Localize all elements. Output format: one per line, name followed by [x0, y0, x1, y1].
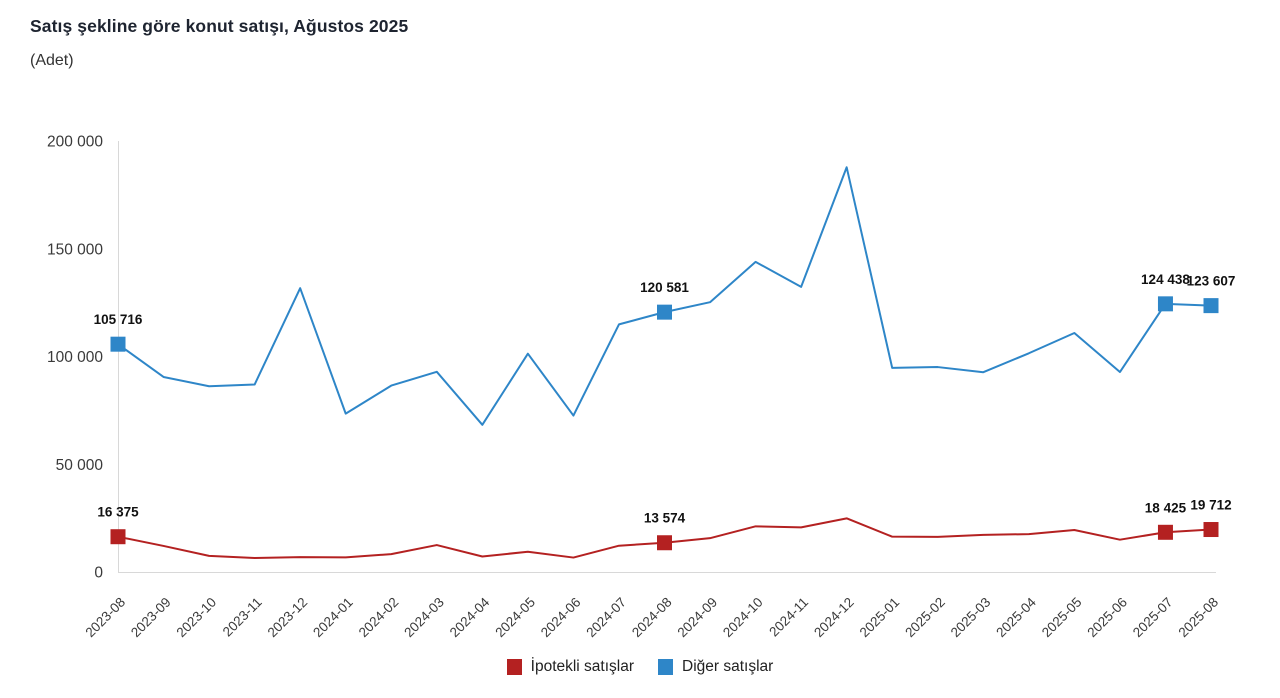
data-point-labels: 16 375 13 574 18 425 19 712 105 716 120 581 12…: [94, 272, 1236, 526]
x-tick-label: 2023-10: [174, 595, 220, 641]
data-point-marker[interactable]: [657, 304, 672, 320]
data-point-marker[interactable]: [1203, 298, 1219, 314]
x-tick-label: 2023-11: [220, 595, 265, 640]
x-tick-label: 2024-01: [310, 595, 356, 641]
x-tick-label: 2025-03: [948, 595, 994, 641]
x-axis-tick-labels: 2023-08 2023-09 2023-10 2023-11 2023-12 2024-…: [82, 594, 1221, 640]
x-tick-label: 2023-12: [265, 595, 311, 641]
x-tick-label: 2025-07: [1130, 595, 1176, 641]
chart-legend: İpotekli satışlar Diğer satışlar: [0, 658, 1280, 676]
data-point-label: 123 607: [1187, 274, 1236, 289]
x-tick-label: 2023-09: [128, 595, 174, 641]
x-tick-label: 2024-11: [766, 595, 811, 640]
data-point-marker[interactable]: [657, 535, 672, 551]
data-point-marker[interactable]: [1203, 522, 1219, 538]
x-tick-label: 2025-06: [1084, 595, 1130, 641]
data-point-label: 120 581: [640, 280, 689, 295]
legend-label: İpotekli satışlar: [530, 658, 635, 675]
x-tick-label: 2024-07: [583, 595, 629, 641]
y-tick-label: 0: [94, 565, 103, 582]
data-point-marker[interactable]: [110, 336, 126, 352]
x-tick-label: 2024-06: [538, 595, 584, 641]
data-point-label: 124 438: [1141, 272, 1190, 287]
x-tick-label: 2024-12: [811, 595, 857, 641]
y-tick-label: 50 000: [56, 457, 104, 474]
data-point-marker[interactable]: [1157, 296, 1173, 312]
y-tick-label: 150 000: [47, 241, 103, 258]
x-tick-label: 2025-08: [1175, 595, 1221, 641]
series-line-1: [117, 166, 1212, 426]
data-point-label: 13 574: [644, 511, 686, 526]
y-axis-tick-labels: 0 50 000 100 000 150 000 200 000: [47, 134, 103, 582]
series-group: [110, 166, 1219, 559]
x-tick-label: 2025-05: [1039, 595, 1085, 641]
x-tick-label: 2023-08: [82, 595, 128, 641]
legend-item-diger-satislar[interactable]: Diğer satışlar: [658, 658, 773, 676]
x-tick-label: 2024-03: [401, 595, 447, 641]
x-tick-label: 2024-05: [492, 595, 538, 641]
chart-title: Satış şekline göre konut satışı, Ağustos…: [30, 16, 409, 36]
x-tick-label: 2025-01: [857, 595, 903, 641]
x-tick-label: 2024-08: [629, 595, 675, 641]
data-point-marker[interactable]: [1157, 524, 1173, 540]
data-point-label: 105 716: [94, 312, 143, 327]
data-point-label: 18 425: [1145, 500, 1187, 515]
x-tick-label: 2024-02: [356, 595, 402, 641]
x-tick-label: 2024-09: [675, 595, 721, 641]
diger-satislar-swatch-icon: [658, 659, 674, 675]
x-tick-label: 2025-02: [902, 595, 948, 641]
data-point-label: 16 375: [97, 505, 139, 520]
ipotekli-satislar-swatch-icon: [506, 659, 522, 675]
data-point-marker[interactable]: [110, 529, 126, 545]
legend-item-ipotekli-satislar[interactable]: İpotekli satışlar: [506, 658, 635, 676]
chart-subtitle: (Adet): [30, 52, 74, 69]
x-tick-label: 2025-04: [993, 594, 1039, 640]
y-tick-label: 100 000: [47, 349, 103, 366]
x-tick-label: 2024-10: [720, 595, 766, 641]
legend-label: Diğer satışlar: [682, 658, 774, 675]
data-point-label: 19 712: [1190, 498, 1231, 513]
y-tick-label: 200 000: [47, 134, 103, 151]
x-tick-label: 2024-04: [447, 594, 493, 640]
